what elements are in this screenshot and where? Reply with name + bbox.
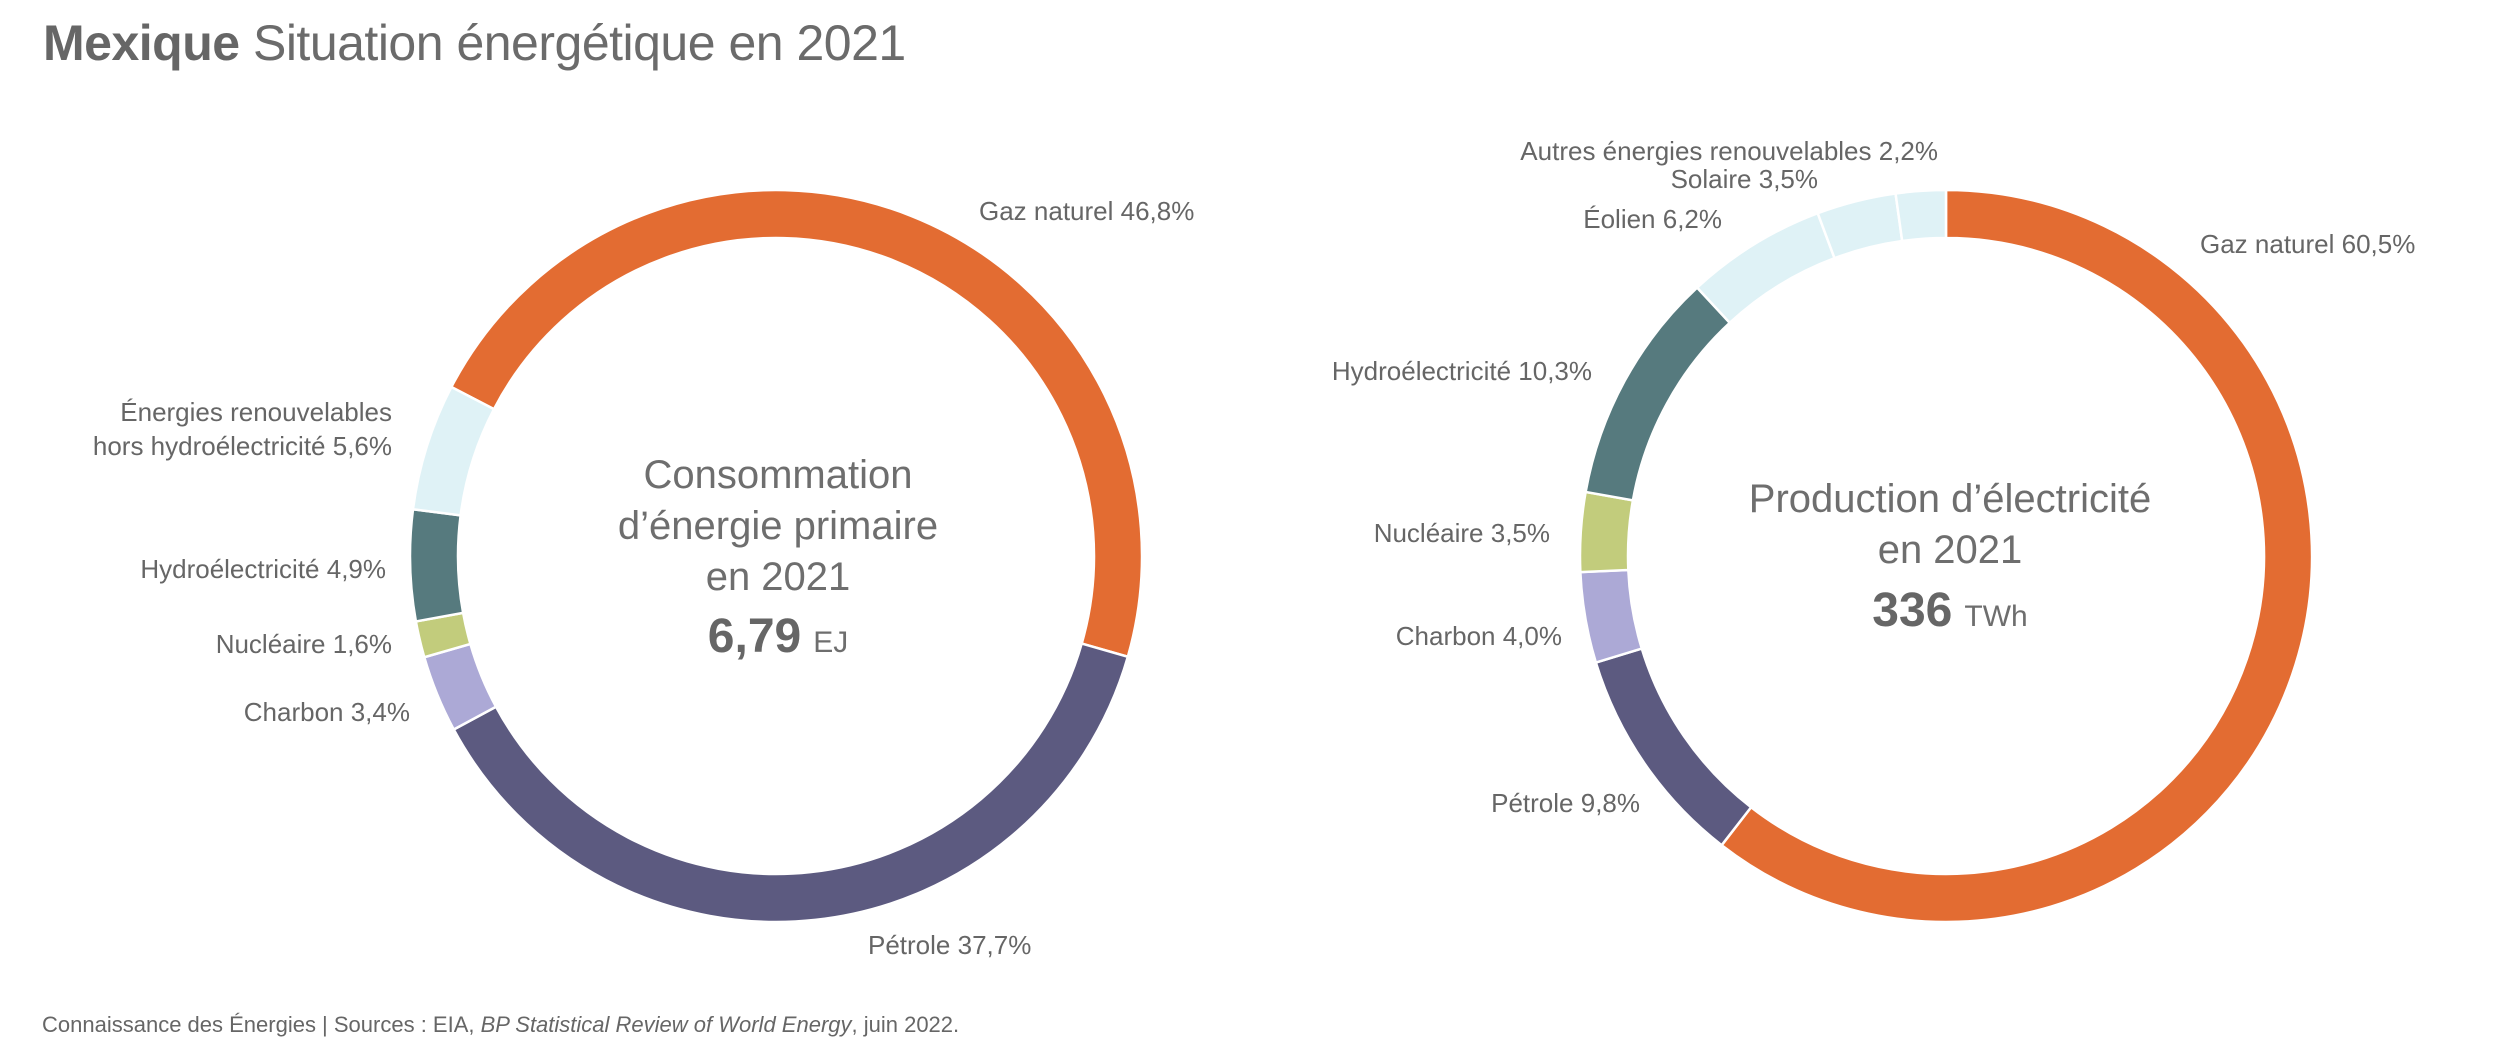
slice-label-petrole: Pétrole 9,8% bbox=[1491, 788, 1640, 818]
footer-publication: BP Statistical Review of World Energy bbox=[480, 1012, 852, 1037]
slice-petrole bbox=[452, 642, 1130, 924]
total-value: 336 bbox=[1872, 584, 1952, 637]
slice-label-hydroelectricite: Hydroélectricité 10,3% bbox=[1332, 356, 1592, 386]
center-total: 336 TWh bbox=[1872, 584, 2027, 637]
donut-electricity: Production d’électricité en 2021 336 TWh … bbox=[1332, 136, 2415, 924]
title-subtitle: Situation énergétique en 2021 bbox=[252, 15, 906, 71]
slice-charbon bbox=[1579, 568, 1644, 665]
center-line-2: d’énergie primaire bbox=[618, 504, 938, 548]
source-footer: Connaissance des Énergies | Sources : EI… bbox=[42, 1012, 959, 1038]
slice-hydroelectricite bbox=[1584, 285, 1732, 502]
footer-prefix: Connaissance des Énergies | Sources : EI… bbox=[42, 1012, 481, 1037]
footer-suffix: , juin 2022. bbox=[851, 1012, 960, 1037]
title-country: Mexique bbox=[43, 15, 240, 71]
center-line-3: en 2021 bbox=[706, 555, 851, 599]
slice-label-nucleaire: Nucléaire 1,6% bbox=[216, 629, 392, 659]
donut-electricity-slices bbox=[1578, 188, 2314, 924]
slice-label-gaz-naturel: Gaz naturel 60,5% bbox=[2200, 229, 2415, 259]
total-value: 6,79 bbox=[708, 610, 801, 663]
center-line-1: Consommation bbox=[643, 453, 912, 497]
slice-labels-primary-energy: Gaz naturel 46,8% Pétrole 37,7% Charbon … bbox=[93, 196, 1195, 960]
donut-primary-energy: Consommation d’énergie primaire en 2021 … bbox=[93, 188, 1195, 960]
slice-labels-electricity: Gaz naturel 60,5% Pétrole 9,8% Charbon 4… bbox=[1332, 136, 2415, 818]
slice-label-eolien: Éolien 6,2% bbox=[1583, 204, 1722, 234]
slice-label-enr-line-1: Énergies renouvelables bbox=[120, 397, 392, 427]
donut-primary-energy-slices bbox=[408, 188, 1144, 924]
slice-label-solaire: Solaire 3,5% bbox=[1671, 164, 1818, 194]
slice-nucleaire bbox=[1578, 490, 1635, 574]
center-line-2: en 2021 bbox=[1878, 528, 2023, 572]
slice-label-enr-line-2: hors hydroélectricité 5,6% bbox=[93, 431, 392, 461]
slice-label-charbon: Charbon 4,0% bbox=[1396, 621, 1562, 651]
slice-autres-energies-renouvelables bbox=[1894, 188, 1948, 243]
center-label-electricity: Production d’électricité en 2021 336 TWh bbox=[1749, 477, 2151, 637]
slice-solaire bbox=[1816, 192, 1904, 260]
slice-energies-renouvelables-hors-hydroelectricite bbox=[411, 385, 496, 517]
center-label-primary-energy: Consommation d’énergie primaire en 2021 … bbox=[618, 453, 938, 663]
slice-label-petrole: Pétrole 37,7% bbox=[868, 930, 1031, 960]
center-line-1: Production d’électricité bbox=[1749, 477, 2151, 521]
slice-hydroelectricite bbox=[408, 507, 465, 623]
total-unit: EJ bbox=[813, 626, 848, 659]
slice-label-charbon: Charbon 3,4% bbox=[244, 697, 410, 727]
slice-label-gaz-naturel: Gaz naturel 46,8% bbox=[979, 196, 1194, 226]
total-unit: TWh bbox=[1964, 600, 2027, 633]
slice-label-hydroelectricite: Hydroélectricité 4,9% bbox=[140, 554, 386, 584]
slice-label-autres-enr: Autres énergies renouvelables 2,2% bbox=[1520, 136, 1938, 166]
chart-title: Mexique Situation énergétique en 2021 bbox=[43, 14, 906, 72]
slice-gaz-naturel bbox=[449, 188, 1144, 659]
center-total: 6,79 EJ bbox=[708, 610, 848, 663]
slice-label-nucleaire: Nucléaire 3,5% bbox=[1374, 518, 1550, 548]
slice-gaz-naturel bbox=[1719, 188, 2314, 924]
